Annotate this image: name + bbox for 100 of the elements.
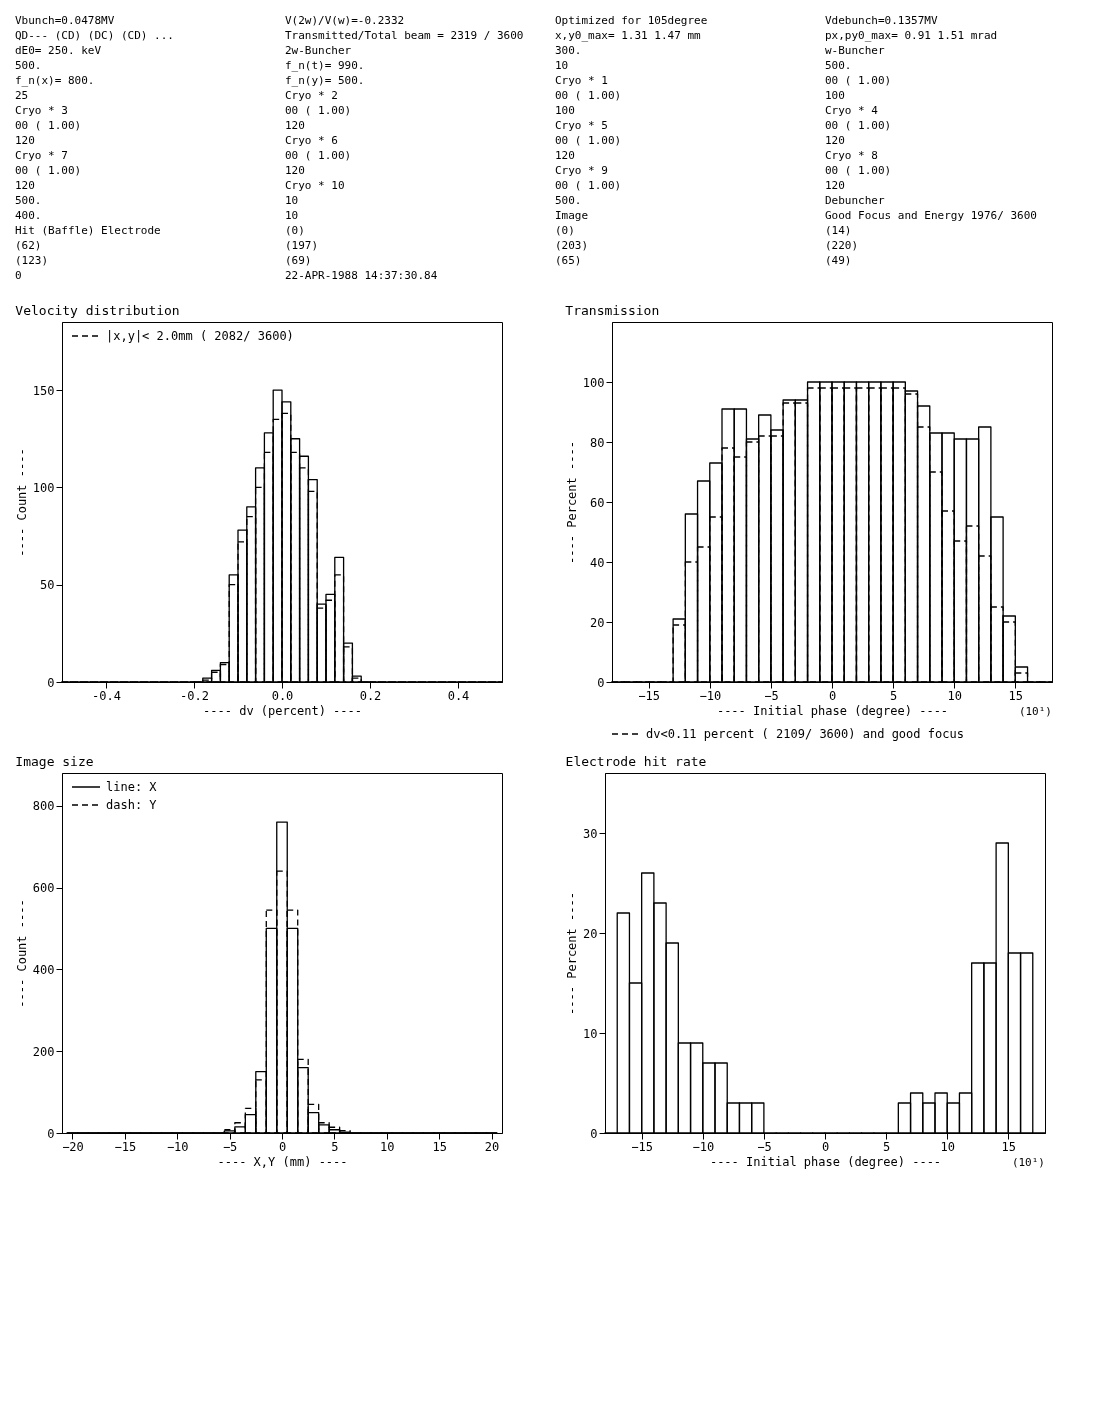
x-tick-label: 10 — [940, 1139, 955, 1154]
text: 120 — [15, 179, 35, 192]
text: Hit (Baffle) Electrode — [15, 224, 161, 237]
text: Cryo * 9 — [555, 164, 608, 177]
text: 120 — [285, 164, 305, 177]
text: 100 — [555, 104, 575, 117]
text: 500. — [555, 194, 582, 207]
y-tick-label: 0 — [47, 1126, 55, 1141]
y-tick-label: 30 — [583, 826, 598, 841]
chart-title: Electrode hit rate — [565, 754, 707, 769]
chart-title: Transmission — [565, 303, 660, 318]
text: (10¹) — [1018, 705, 1052, 718]
text: 120 — [825, 179, 845, 192]
text: f_n(y)= 500. — [285, 74, 365, 87]
text: 0 — [15, 269, 22, 282]
text: Cryo * 8 — [825, 149, 878, 162]
text: (62) — [15, 239, 42, 252]
text: Cryo * 1 — [555, 74, 608, 87]
text: 10 — [285, 209, 299, 222]
y-tick-label: 0 — [597, 675, 605, 690]
text: px,py0_max= 0.91 1.51 mrad — [825, 29, 998, 42]
x-tick-label: 0.2 — [359, 688, 382, 703]
x-axis-title: ---- dv (percent) ---- — [203, 703, 362, 718]
y-tick-label: 600 — [32, 881, 55, 896]
text: 00 ( 1.00) — [15, 164, 82, 177]
y-tick-label: 400 — [32, 962, 55, 977]
text: 500. — [15, 194, 42, 207]
y-tick-label: 150 — [32, 383, 55, 398]
text: Good Focus and Energy 1976/ 3600 — [825, 209, 1037, 222]
text: (220) — [825, 239, 859, 252]
x-tick-label: −5 — [757, 1139, 772, 1154]
text: 500. — [15, 59, 42, 72]
text: 100 — [825, 89, 845, 102]
text: Cryo * 7 — [15, 149, 68, 162]
text: 00 ( 1.00) — [15, 119, 82, 132]
text: 120 — [15, 134, 35, 147]
text: Debuncher — [825, 194, 885, 207]
text: dE0= 250. keV — [15, 44, 102, 57]
y-tick-label: 10 — [583, 1026, 598, 1041]
x-tick-label: −10 — [166, 1139, 189, 1154]
x-tick-label: 5 — [882, 1139, 891, 1154]
x-tick-label: −20 — [62, 1139, 84, 1154]
y-tick-label: 80 — [590, 435, 605, 450]
text: (0) — [555, 224, 575, 237]
y-axis-title: ---- Percent ---- — [565, 892, 580, 1015]
y-tick-label: 20 — [583, 926, 598, 941]
text: (49) — [825, 254, 852, 267]
text: 120 — [555, 149, 575, 162]
text: 00 ( 1.00) — [285, 149, 352, 162]
x-tick-label: -0.2 — [180, 688, 209, 703]
text: QD--- (CD) (DC) (CD) ... — [15, 29, 174, 42]
y-tick-label: 200 — [32, 1044, 55, 1059]
text: 10 — [555, 59, 569, 72]
text: w-Buncher — [825, 44, 885, 57]
y-tick-label: 20 — [590, 615, 605, 630]
text: Cryo * 2 — [285, 89, 338, 102]
text: V(2w)/V(w)=-0.2332 — [285, 14, 405, 27]
y-axis-title: ---- Count ---- — [14, 448, 29, 557]
text: Vbunch=0.0478MV — [15, 14, 115, 27]
legend-label: |x,y|< 2.0mm ( 2082/ 3600) — [106, 329, 294, 343]
text: Cryo * 5 — [555, 119, 608, 132]
text: (197) — [285, 239, 319, 252]
y-tick-label: 60 — [590, 495, 605, 510]
text: f_n(x)= 800. — [15, 74, 95, 87]
x-tick-label: −5 — [222, 1139, 238, 1154]
text: Cryo * 6 — [285, 134, 338, 147]
y-axis-title: ---- Percent ---- — [564, 441, 579, 564]
text: (10¹) — [1011, 1156, 1045, 1169]
text: (203) — [555, 239, 589, 252]
x-axis-title: ---- X,Y (mm) ---- — [217, 1154, 348, 1169]
y-tick-label: 100 — [32, 480, 55, 495]
x-axis-title: ---- Initial phase (degree) ---- — [716, 703, 949, 718]
text: (0) — [285, 224, 305, 237]
x-tick-label: 0.4 — [447, 688, 470, 703]
text: 10 — [285, 194, 299, 207]
x-tick-label: 15 — [432, 1139, 447, 1154]
x-tick-label: 5 — [889, 688, 898, 703]
text: Cryo * 4 — [825, 104, 879, 117]
text: f_n(t)= 990. — [285, 59, 365, 72]
text: 00 ( 1.00) — [825, 164, 892, 177]
y-tick-label: 50 — [40, 578, 55, 593]
x-tick-label: 5 — [331, 1139, 339, 1154]
x-tick-label: 0 — [278, 1139, 287, 1154]
y-tick-label: 40 — [590, 555, 605, 570]
text: 00 ( 1.00) — [285, 104, 352, 117]
legend-label: dash: Y — [106, 798, 158, 812]
x-tick-label: 15 — [1001, 1139, 1017, 1154]
text: 00 ( 1.00) — [825, 74, 892, 87]
x-tick-label: 0 — [821, 1139, 830, 1154]
x-tick-label: 10 — [947, 688, 962, 703]
x-tick-label: 0.0 — [271, 688, 294, 703]
text: Vdebunch=0.1357MV — [825, 14, 938, 27]
text: (65) — [555, 254, 582, 267]
x-tick-label: −15 — [631, 1139, 654, 1154]
text: x,y0_max= 1.31 1.47 mm — [555, 29, 702, 42]
text: 25 — [15, 89, 29, 102]
text: 120 — [285, 119, 305, 132]
text: 120 — [825, 134, 845, 147]
text: Optimized for 105degree — [555, 14, 708, 27]
text: (123) — [15, 254, 49, 267]
